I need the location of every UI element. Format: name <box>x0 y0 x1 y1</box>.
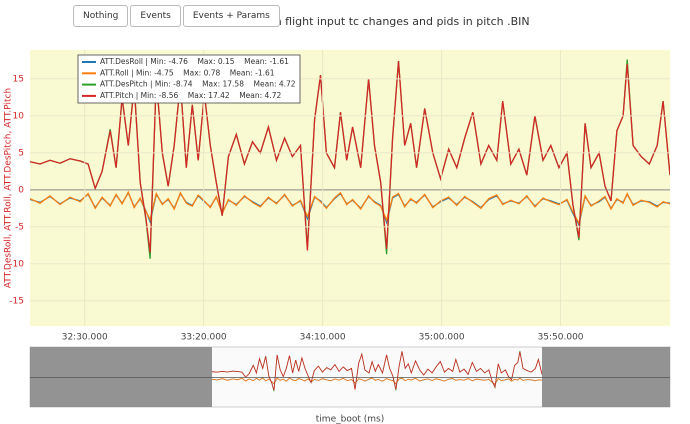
button-bar: Nothing Events Events + Params <box>73 5 282 27</box>
legend-label: ATT.Pitch | Min: -8.56 Max: 17.42 Mean: … <box>100 91 281 100</box>
button[interactable]: Nothing <box>73 5 129 27</box>
x-tick-label: 32:30.000 <box>62 333 108 343</box>
series-line <box>30 190 670 225</box>
series-line <box>30 61 670 253</box>
x-tick-label: 35:50.000 <box>538 333 584 343</box>
y-tick-label: -5 <box>15 222 24 232</box>
x-tick-label: 35:00.000 <box>419 333 465 343</box>
y-tick-label: 0 <box>18 185 24 195</box>
legend-label: ATT.DesPitch | Min: -8.74 Max: 17.58 Mea… <box>100 80 296 89</box>
slider-line <box>211 351 543 391</box>
y-axis-label: ATT.DesRoll, ATT.Roll, ATT.DesPitch, ATT… <box>4 88 14 288</box>
button[interactable]: Events + Params <box>182 5 280 27</box>
y-tick-label: 5 <box>18 148 24 158</box>
button[interactable]: Events <box>130 5 181 27</box>
legend-box <box>77 54 301 104</box>
x-axis-label: time_boot (ms) <box>316 415 384 424</box>
chart-title: th flight input tc changes and pids in p… <box>270 15 529 28</box>
y-tick-label: -15 <box>9 296 24 306</box>
y-tick-label: -10 <box>9 259 24 269</box>
legend-label: ATT.DesRoll | Min: -4.76 Max: 0.15 Mean:… <box>100 57 289 66</box>
x-tick-label: 33:20.000 <box>181 333 227 343</box>
x-tick-label: 34:10.000 <box>300 333 346 343</box>
slider-line <box>211 377 543 385</box>
y-tick-label: 15 <box>13 74 24 84</box>
legend-label: ATT.Roll | Min: -4.75 Max: 0.78 Mean: -1… <box>100 68 275 77</box>
y-tick-label: 10 <box>13 111 25 121</box>
